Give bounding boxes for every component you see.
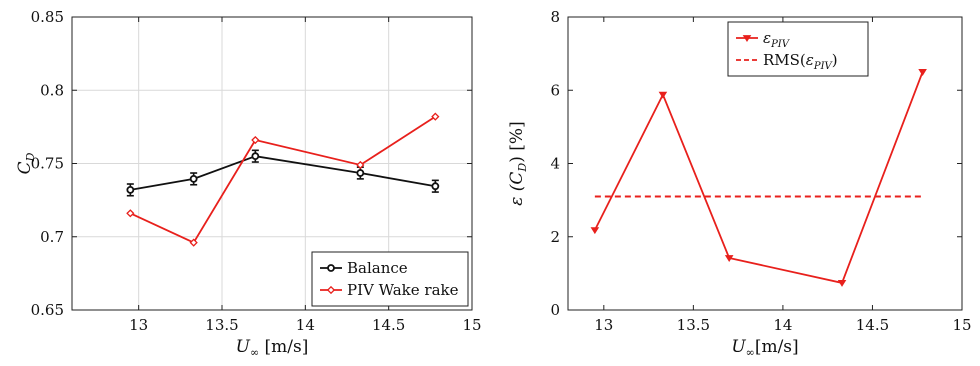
series-0: [590, 69, 927, 287]
legend-label: RMS(εPIV): [763, 51, 838, 72]
x-axis-label: U∞ [m/s]: [236, 337, 309, 359]
chart-drag-coefficient: 13 13.5 14 14.5 15 0.65 0.7 0.75 0.8 0.85 U∞ [m/s]…: [15, 8, 482, 359]
x-tick-label: 13.5: [205, 316, 238, 334]
y-tick-label: 2: [550, 228, 560, 246]
y-tick-label: 0.85: [31, 8, 64, 26]
y-tick-label: 0.65: [31, 301, 64, 319]
series-line: [129, 115, 436, 244]
data-point: [431, 182, 440, 191]
x-tick-label: 13.5: [677, 316, 710, 334]
x-tick-label: 14.5: [372, 316, 405, 334]
y-tick-label: 0.75: [31, 155, 64, 173]
data-point: [837, 280, 847, 287]
series-1: [126, 112, 440, 247]
data-point: [126, 209, 135, 218]
y-tick-label: 6: [550, 81, 560, 99]
y-axis-label: ε (CD) [%]: [507, 121, 529, 205]
data-point: [126, 185, 135, 194]
data-point: [918, 69, 927, 76]
data-point: [251, 135, 260, 145]
data-point: [590, 227, 600, 235]
legend: Balance PIV Wake rake: [311, 251, 469, 307]
y-tick-label: 0.8: [40, 81, 64, 99]
series-line: [130, 155, 436, 191]
data-point: [356, 160, 365, 170]
data-point: [658, 91, 668, 99]
x-tick-label: 14.5: [856, 316, 889, 334]
data-point: [189, 174, 198, 183]
x-tick-label: 13: [594, 316, 613, 334]
data-point: [189, 238, 198, 247]
legend-marker: [327, 264, 335, 272]
x-axis-label: U∞[m/s]: [731, 337, 798, 359]
data-point: [431, 112, 440, 121]
legend-box: [727, 21, 869, 77]
legend-label: εPIV: [763, 29, 791, 50]
legend-label: PIV Wake rake: [347, 281, 459, 299]
data-point: [724, 255, 734, 262]
x-tick-label: 15: [462, 316, 481, 334]
legend-box: [311, 251, 469, 307]
legend-marker: [742, 35, 752, 43]
series-line: [594, 71, 924, 284]
legend-label: Balance: [347, 259, 408, 277]
x-tick-label: 15: [952, 316, 971, 334]
y-tick-label: 0: [550, 301, 560, 319]
x-tick-label: 14: [296, 316, 315, 334]
data-point: [356, 169, 365, 177]
legend-marker: [326, 285, 336, 295]
data-point: [251, 152, 260, 161]
x-tick-label: 13: [129, 316, 148, 334]
y-axis-label: CD: [15, 152, 37, 174]
y-tick-label: 0.7: [40, 228, 64, 246]
x-tick-label: 14: [773, 316, 792, 334]
y-tick-label: 4: [550, 155, 560, 173]
y-tick-label: 8: [550, 8, 560, 26]
chart-error-percent: 13 13.5 14 14.5 15 0 2 4 6 8 U∞[m/s] ε (CD) [%] εPIV…: [507, 8, 972, 359]
series-0: [126, 149, 440, 197]
